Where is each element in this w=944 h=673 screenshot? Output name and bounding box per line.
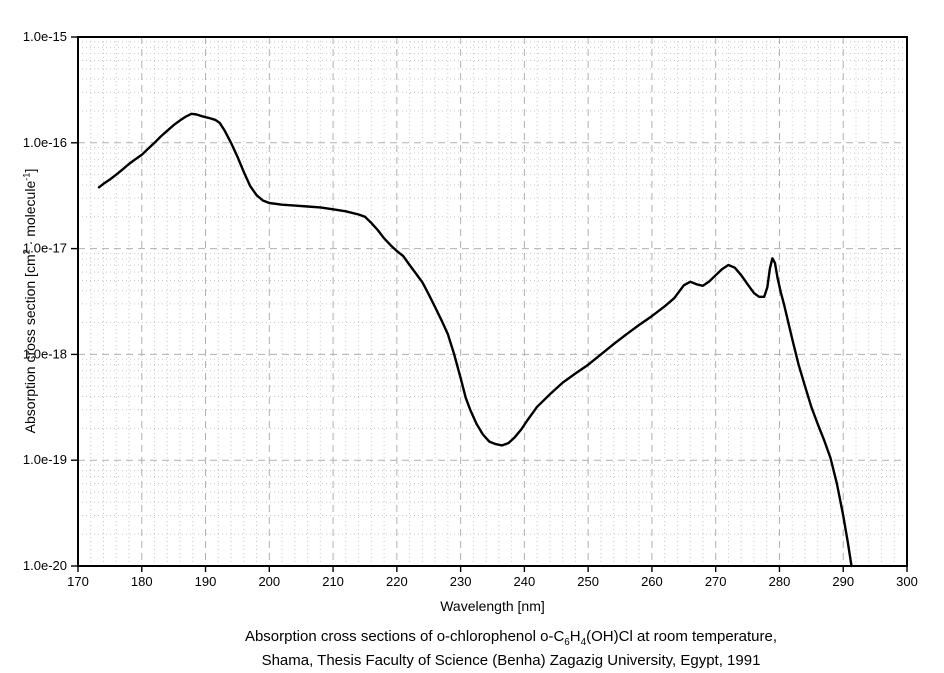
x-tick-label: 220 (386, 574, 408, 589)
x-axis-title: Wavelength [nm] (440, 598, 545, 614)
x-tick-label: 270 (705, 574, 727, 589)
y-tick-label: 1.0e-17 (23, 241, 67, 256)
x-tick-label: 210 (322, 574, 344, 589)
y-tick-label: 1.0e-16 (23, 135, 67, 150)
x-tick-label: 280 (769, 574, 791, 589)
y-axis-title-sup-minus1: -1 (21, 172, 32, 181)
plot-border (77, 36, 908, 567)
spectrum-curve (97, 112, 853, 568)
x-tick-label: 300 (896, 574, 918, 589)
x-tick-label: 290 (832, 574, 854, 589)
caption-formula-h: H (569, 628, 581, 645)
y-axis-title-text: Absorption cross section [cm (22, 254, 38, 434)
caption-line-1-pre: Absorption cross sections of o-chlorophe… (244, 628, 565, 645)
caption-formula-sub-4: 4 (580, 637, 587, 648)
x-tick-label: 230 (450, 574, 472, 589)
x-tick-label: 250 (577, 574, 599, 589)
x-tick-label: 260 (641, 574, 663, 589)
caption-line-2: Shama, Thesis Faculty of Science (Benha)… (261, 652, 761, 669)
x-tick-label: 180 (131, 574, 153, 589)
absorption-spectrum-chart: 170 180 190 200 210 220 230 240 250 260 270 280 290 3… (23, 29, 918, 589)
figure-caption: Absorption cross sections of o-chlorophe… (78, 625, 944, 673)
y-tick-label: 1.0e-18 (23, 346, 67, 361)
y-axis-title-sup-2: 2 (21, 249, 32, 255)
x-tick-label: 200 (258, 574, 280, 589)
x-tick-label: 170 (67, 574, 89, 589)
caption-formula-sub-6: 6 (564, 637, 570, 648)
y-tick-label: 1.0e-15 (23, 29, 67, 44)
y-tick-label: 1.0e-19 (23, 452, 67, 467)
x-tick-label: 190 (195, 574, 217, 589)
x-tick-label: 240 (514, 574, 536, 589)
y-tick-label: 1.0e-20 (23, 558, 67, 573)
y-axis-title-mid: · molecule (22, 180, 38, 250)
y-axis-title-end: ] (22, 168, 38, 173)
caption-line-1: Absorption cross sections of o-chlorophe… (78, 625, 944, 649)
caption-line-1-post: (OH)Cl at room temperature, (586, 628, 778, 645)
y-axis-title: Absorption cross section [cm2 · molecule… (21, 168, 38, 434)
